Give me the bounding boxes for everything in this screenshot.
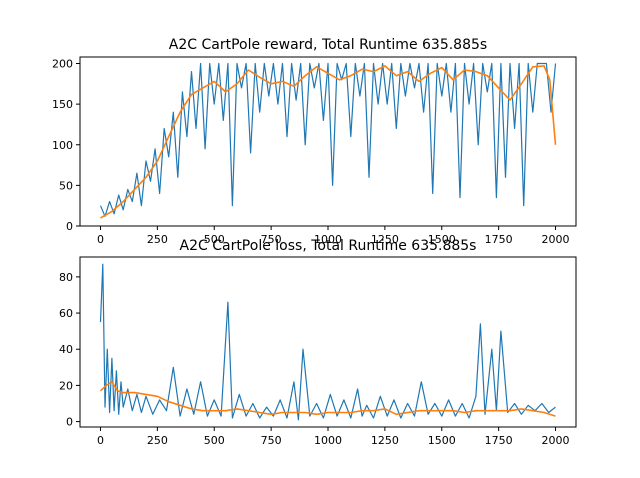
loss-x-tick-label: 1750 — [485, 434, 513, 447]
loss-series-smoothed-line — [99, 380, 556, 417]
reward-axes: 0 250 500 750 1000 1250 1500 1750 2000 0 50 100 150 2… — [52, 37, 577, 247]
loss-axes: 0 250 500 750 1000 1250 1500 1750 2000020406080 … — [59, 238, 577, 447]
loss-x-tick-label: 0 — [97, 434, 104, 447]
reward-series-smoothed-line — [100, 65, 557, 219]
reward-x-tick-label: 250 — [147, 233, 168, 246]
loss-y-tick-label: 0 — [66, 416, 73, 429]
loss-x-tick-label: 750 — [261, 434, 282, 447]
loss-x-tick-label: 2000 — [542, 434, 570, 447]
reward-x-tick-label: 2000 — [542, 233, 570, 246]
loss-chart-title: A2C CartPole loss, Total Runtime 635.885… — [180, 238, 477, 254]
loss-x-tick-label: 250 — [147, 434, 168, 447]
reward-y-tick-label: 200 — [52, 58, 73, 71]
reward-y-tick-label: 0 — [66, 220, 73, 233]
loss-y-tick-label: 40 — [59, 343, 73, 356]
reward-y-tick-label: 100 — [52, 139, 73, 152]
loss-series-raw-line — [99, 263, 556, 421]
loss-ticks-layer: 0 250 500 750 1000 1250 1500 1750 2000 0 20 40 60 80 — [59, 271, 570, 447]
reward-series-raw-line — [99, 62, 557, 217]
loss-y-tick-label: 80 — [59, 271, 73, 284]
reward-x-tick-label: 1500 — [428, 233, 456, 246]
loss-x-tick-label: 1500 — [428, 434, 456, 447]
reward-x-tick-label: 1000 — [314, 233, 342, 246]
reward-y-tick-label: 150 — [52, 98, 73, 111]
loss-y-tick-label: 20 — [59, 379, 73, 392]
loss-x-tick-label: 500 — [204, 434, 225, 447]
reward-chart-title: A2C CartPole reward, Total Runtime 635.8… — [169, 37, 487, 53]
reward-y-tick-label: 50 — [59, 179, 73, 192]
reward-x-tick-label: 0 — [97, 233, 104, 246]
loss-x-tick-label: 1000 — [314, 434, 342, 447]
reward-ticks-layer: 0 250 500 750 1000 1250 1500 1750 2000 0 50 100 150 2… — [52, 58, 570, 247]
reward-x-tick-label: 500 — [204, 233, 225, 246]
loss-x-tick-label: 1250 — [371, 434, 399, 447]
reward-series-layer — [99, 62, 557, 219]
loss-y-tick-label: 60 — [59, 307, 73, 320]
reward-x-tick-label: 1750 — [485, 233, 513, 246]
loss-series-layer — [99, 263, 556, 421]
reward-x-tick-label: 1250 — [371, 233, 399, 246]
reward-x-tick-label: 750 — [261, 233, 282, 246]
